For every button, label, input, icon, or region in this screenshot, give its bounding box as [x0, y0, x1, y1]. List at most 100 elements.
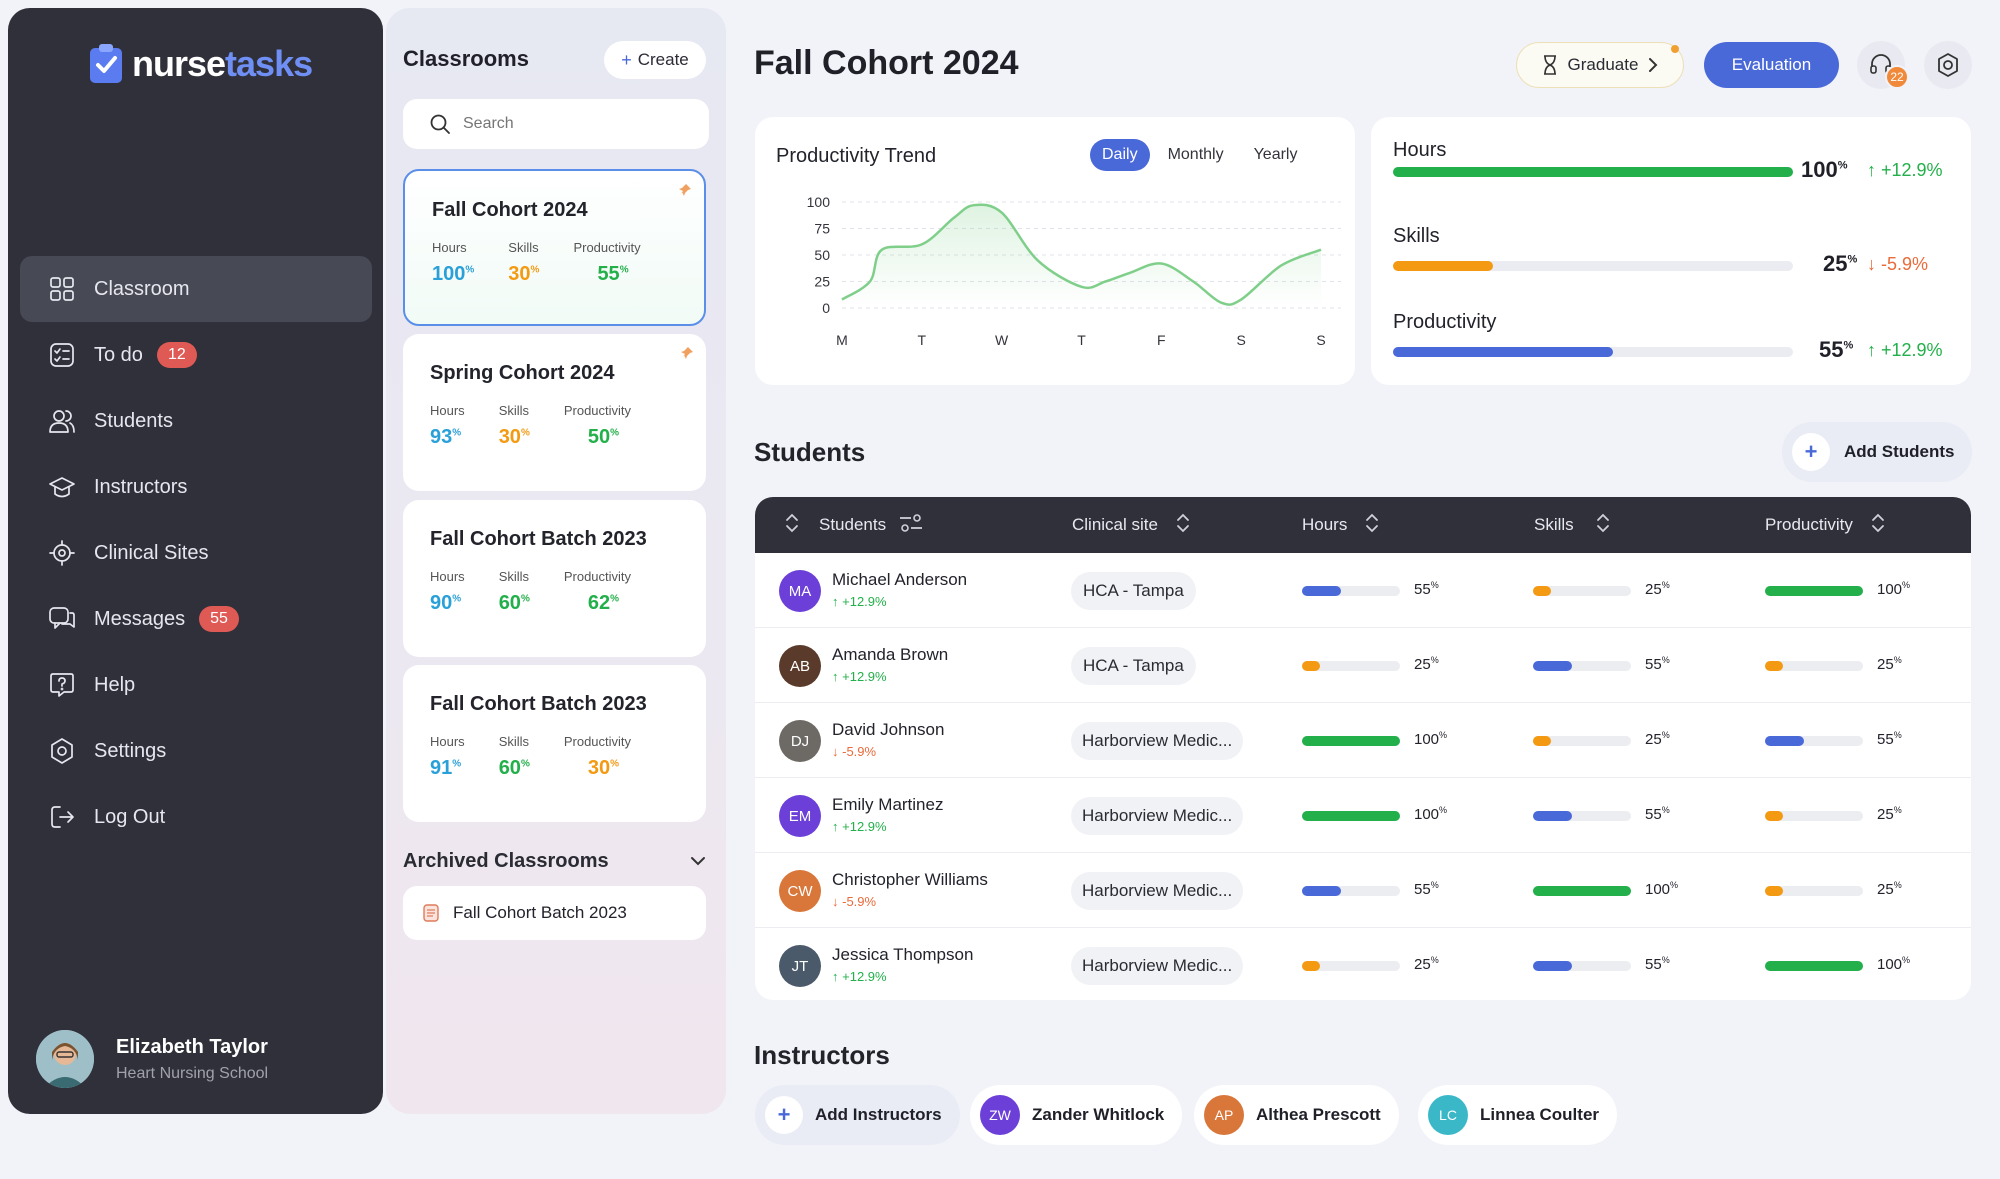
table-row[interactable]: DJ David Johnson ↓ -5.9% Harborview Medic..…	[755, 703, 1971, 778]
x-tick-label: S	[1236, 332, 1245, 348]
column-productivity[interactable]: Productivity	[1765, 497, 1885, 553]
sort-icon[interactable]	[1365, 512, 1379, 539]
sort-icon[interactable]	[1871, 512, 1885, 539]
delta-text: +12.9%	[842, 969, 887, 984]
search-box	[403, 99, 709, 149]
student-name[interactable]: Amanda Brown	[832, 645, 949, 664]
student-name[interactable]: David Johnson	[832, 720, 945, 739]
graduate-button[interactable]: Graduate	[1516, 42, 1684, 88]
support-button[interactable]: 22	[1857, 41, 1909, 89]
column-students[interactable]: Students	[785, 497, 924, 553]
clinical-site-pill[interactable]: Harborview Medic...	[1071, 872, 1244, 910]
nav-item-settings[interactable]: Settings	[20, 718, 372, 784]
hours-bar-fill	[1302, 886, 1341, 896]
nav-item-students[interactable]: Students	[20, 388, 372, 454]
column-hours[interactable]: Hours	[1302, 497, 1379, 553]
archived-item[interactable]: Fall Cohort Batch 2023	[403, 886, 706, 940]
metric-delta: ↑ +12.9%	[1867, 160, 1943, 181]
clinical-site-pill[interactable]: HCA - Tampa	[1071, 572, 1196, 610]
stat-value: 50%	[564, 426, 631, 449]
value-number: 25	[1877, 656, 1894, 673]
classroom-card[interactable]: Fall Cohort Batch 2023 Hours 91% Skills 60% P…	[403, 665, 706, 822]
chevron-right-icon	[1649, 58, 1658, 72]
help-icon	[48, 671, 76, 699]
productivity-trend-card: Productivity Trend Daily Monthly Yearly 10…	[755, 117, 1355, 385]
x-tick-label: T	[1077, 332, 1086, 348]
table-row[interactable]: EM Emily Martinez ↑ +12.9% Harborview Medic…	[755, 778, 1971, 853]
clinical-site-pill[interactable]: HCA - Tampa	[1071, 647, 1196, 685]
percent-sign: %	[1430, 880, 1439, 890]
logo-text-b: tasks	[225, 43, 313, 84]
y-tick-label: 100	[807, 194, 831, 210]
delta-text: +12.9%	[842, 819, 887, 834]
nav-item-messages[interactable]: Messages 55	[20, 586, 372, 652]
nav-item-classroom[interactable]: Classroom	[20, 256, 372, 322]
table-row[interactable]: CW Christopher Williams ↓ -5.9% Harborview …	[755, 853, 1971, 928]
tab-monthly[interactable]: Monthly	[1167, 146, 1224, 163]
classroom-card[interactable]: Spring Cohort 2024 Hours 93% Skills 30% Produ…	[403, 334, 706, 491]
chevron-down-icon[interactable]	[689, 854, 707, 868]
sort-icon[interactable]	[785, 512, 799, 539]
clinical-site-pill[interactable]: Harborview Medic...	[1071, 722, 1244, 760]
instructor-chip[interactable]: LC Linnea Coulter	[1418, 1085, 1618, 1145]
student-delta: ↑ +12.9%	[832, 669, 887, 684]
classroom-card[interactable]: Fall Cohort 2024 Hours 100% Skills 30% Produc…	[403, 169, 706, 326]
table-row[interactable]: AB Amanda Brown ↑ +12.9% HCA - Tampa 25% 55% 2…	[755, 628, 1971, 703]
instructor-chip[interactable]: ZW Zander Whitlock	[970, 1085, 1183, 1145]
arrow-down-icon: ↓	[832, 744, 843, 759]
y-tick-label: 0	[822, 300, 830, 316]
sort-icon[interactable]	[1596, 512, 1610, 539]
sidebar: nursetasks Classroom To do 12 Students Instr…	[8, 8, 383, 1114]
pin-icon[interactable]	[678, 183, 692, 200]
stat-value: 100%	[432, 263, 474, 286]
sort-icon[interactable]	[1176, 512, 1190, 539]
tab-daily[interactable]: Daily	[1090, 139, 1150, 171]
add-students-button[interactable]: + Add Students	[1782, 422, 1972, 482]
nav-label: Log Out	[94, 805, 166, 828]
delta-text: -5.9%	[842, 744, 877, 759]
avatar: EM	[779, 795, 821, 837]
settings-button[interactable]	[1924, 41, 1972, 89]
column-skills[interactable]: Skills	[1534, 497, 1610, 553]
clinical-site-pill[interactable]: Harborview Medic...	[1071, 947, 1244, 985]
user-profile[interactable]: Elizabeth Taylor Heart Nursing School	[36, 1030, 268, 1088]
stat-label: Hours	[430, 569, 465, 584]
nav-item-to-do[interactable]: To do 12	[20, 322, 372, 388]
pin-icon[interactable]	[680, 346, 694, 363]
student-name[interactable]: Emily Martinez	[832, 795, 944, 814]
hours-bar-fill	[1302, 586, 1341, 596]
filter-icon[interactable]	[898, 512, 924, 539]
trend-title: Productivity Trend	[776, 145, 937, 167]
nav-item-help[interactable]: Help	[20, 652, 372, 718]
page-title: Fall Cohort 2024	[754, 44, 1019, 82]
stat-value: 90%	[430, 592, 465, 615]
arrow-up-icon: ↑	[832, 819, 843, 834]
clinical-site-pill[interactable]: Harborview Medic...	[1071, 797, 1244, 835]
add-instructors-button[interactable]: + Add Instructors	[755, 1085, 960, 1145]
tab-yearly[interactable]: Yearly	[1253, 146, 1298, 163]
table-row[interactable]: JT Jessica Thompson ↑ +12.9% Harborview Med…	[755, 928, 1971, 1000]
value-number: 55	[1645, 806, 1662, 823]
instructor-chip[interactable]: AP Althea Prescott	[1194, 1085, 1399, 1145]
evaluation-button[interactable]: Evaluation	[1704, 42, 1839, 88]
classroom-card[interactable]: Fall Cohort Batch 2023 Hours 90% Skills 60% P…	[403, 500, 706, 657]
student-name[interactable]: Michael Anderson	[832, 570, 968, 589]
column-clinical-site[interactable]: Clinical site	[1072, 497, 1190, 553]
metric-value: 100%	[1801, 157, 1848, 183]
metric-label: Productivity	[1393, 311, 1497, 333]
nav-item-instructors[interactable]: Instructors	[20, 454, 372, 520]
student-name[interactable]: Jessica Thompson	[832, 945, 974, 964]
table-row[interactable]: MA Michael Anderson ↑ +12.9% HCA - Tampa 55%…	[755, 553, 1971, 628]
logo-text-a: nurse	[132, 43, 226, 84]
value-number: 55	[1877, 731, 1894, 748]
nav-item-clinical-sites[interactable]: Clinical Sites	[20, 520, 372, 586]
create-classroom-button[interactable]: + Create	[604, 41, 706, 79]
skills-bar-fill	[1533, 661, 1572, 671]
skills-bar	[1533, 811, 1631, 821]
search-input[interactable]	[463, 115, 683, 133]
student-delta: ↓ -5.9%	[832, 744, 876, 759]
nav-item-log-out[interactable]: Log Out	[20, 784, 372, 850]
percent-sign: %	[530, 264, 540, 276]
student-name[interactable]: Christopher Williams	[832, 870, 988, 889]
nav-label: Settings	[94, 739, 167, 762]
